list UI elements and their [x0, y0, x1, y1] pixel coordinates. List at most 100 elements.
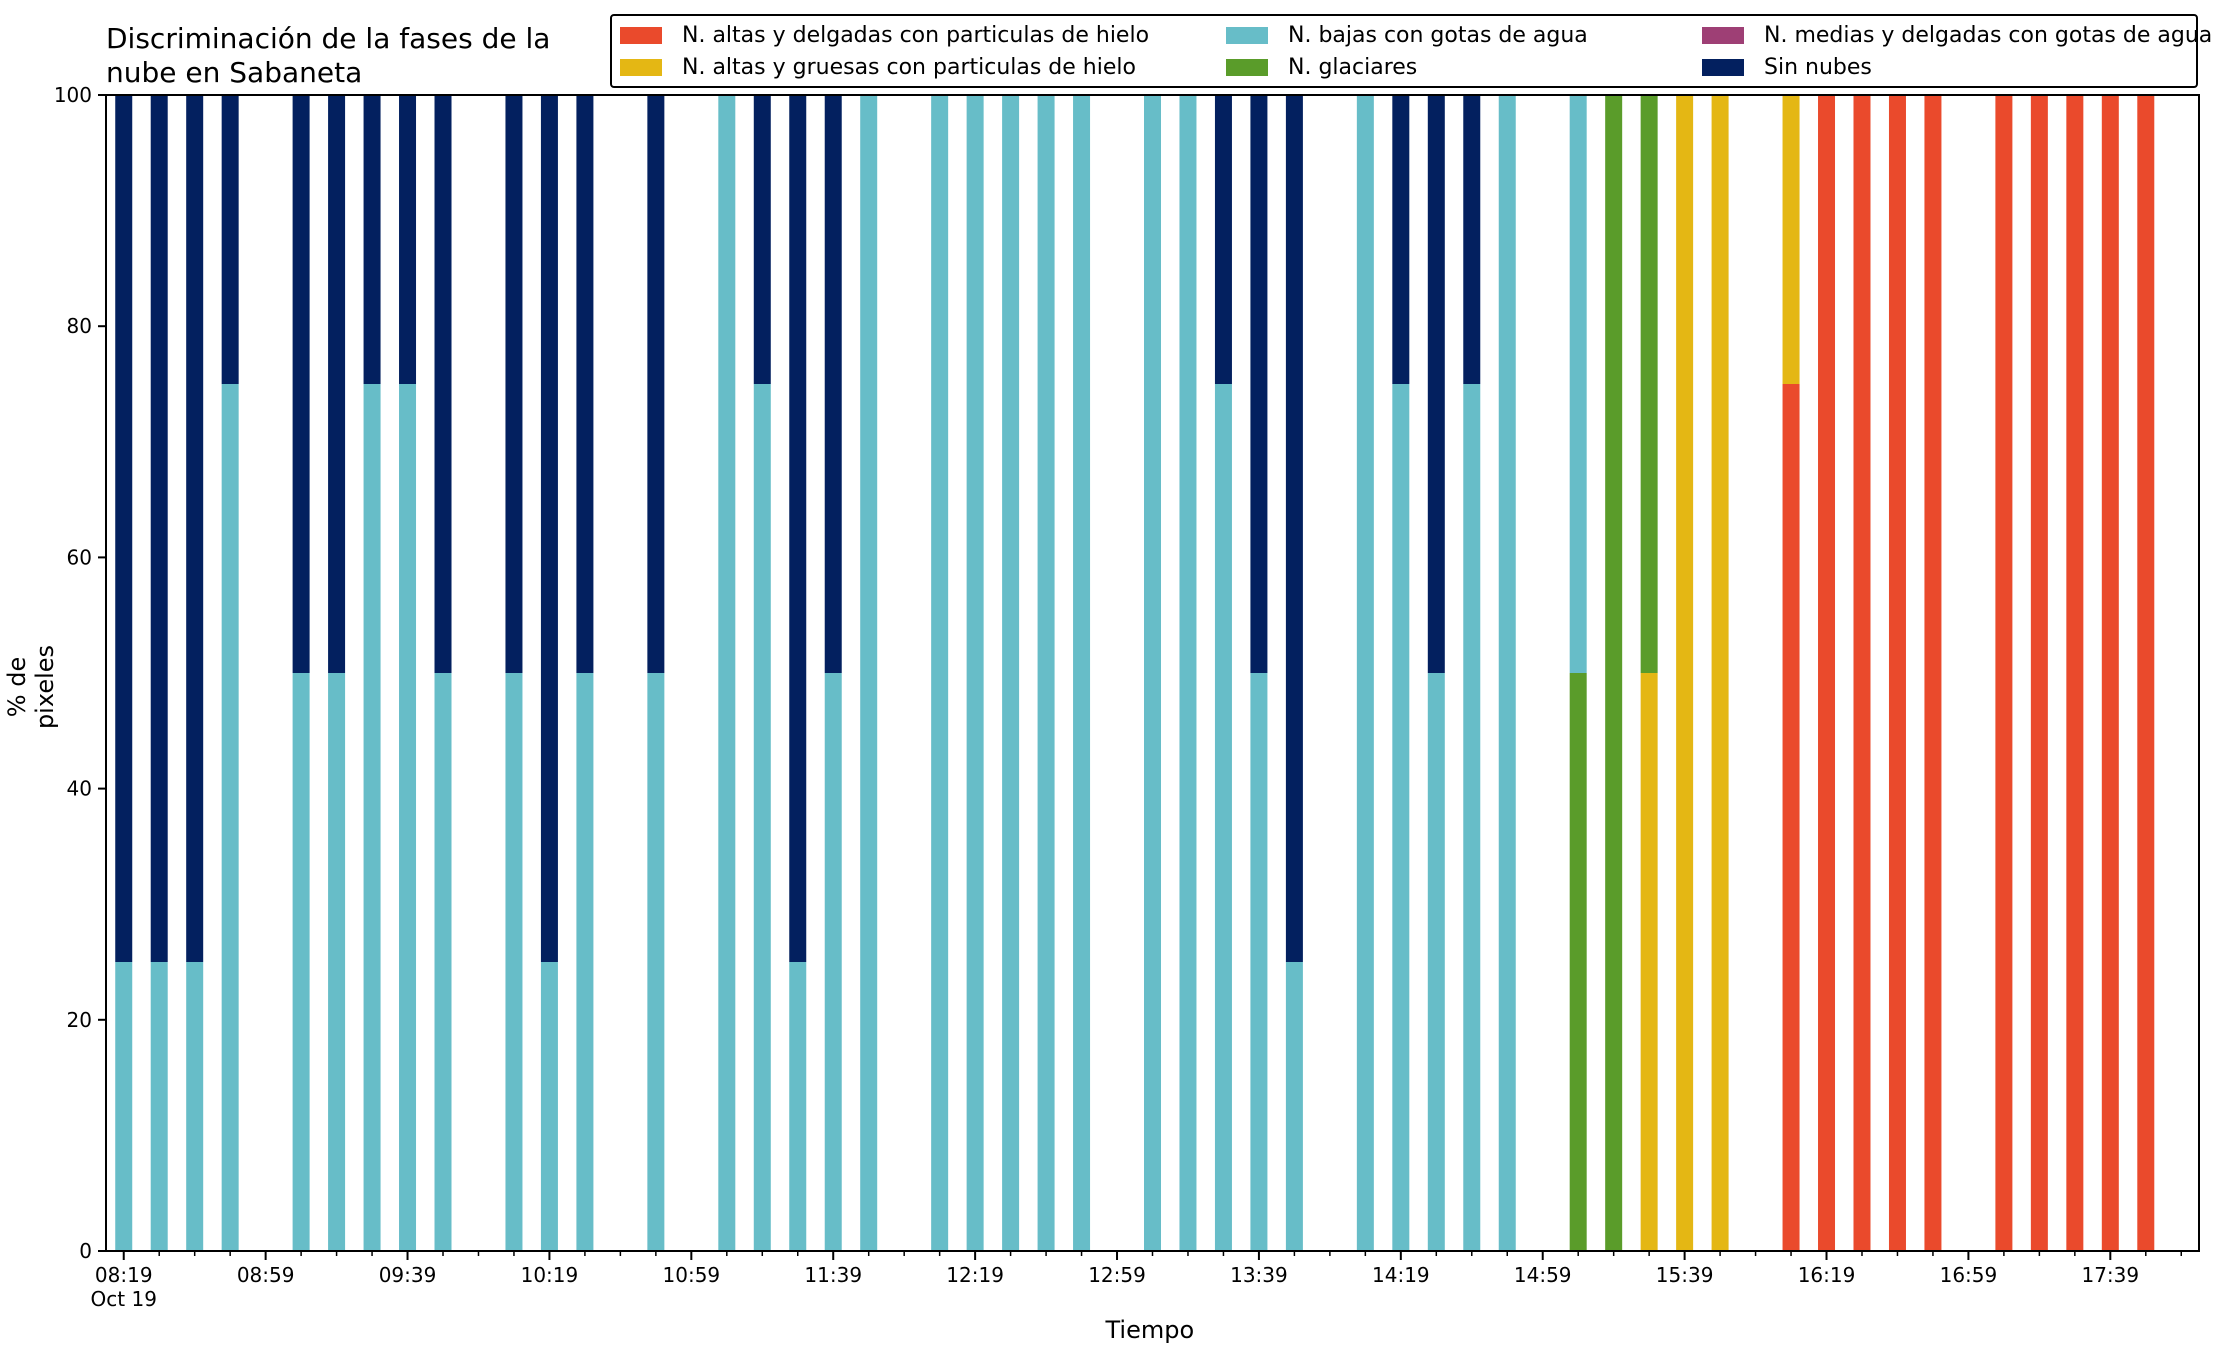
y-tick-label: 0: [79, 1239, 92, 1263]
bar-sin_nubes-4: [292, 95, 310, 673]
bar-glaciares-35: [1640, 95, 1658, 673]
bar-bajas-25: [1214, 384, 1232, 1251]
bar-bajas-33: [1569, 95, 1587, 673]
bar-sin_nubes-0: [115, 95, 133, 962]
bar-bajas-13: [718, 95, 736, 1251]
bar-altas_delgadas-42: [1924, 95, 1942, 1251]
bar-altas_delgadas-40: [1853, 95, 1871, 1251]
legend-label: N. medias y delgadas con gotas de agua: [1764, 22, 2213, 48]
y-axis-label: % de pixeles: [3, 644, 59, 730]
bar-sin_nubes-29: [1392, 95, 1410, 384]
bar-altas_gruesas-37: [1711, 95, 1729, 1251]
bar-bajas-19: [966, 95, 984, 1251]
legend-label: N. altas y gruesas con particulas de hie…: [682, 54, 1136, 80]
bar-bajas-1: [150, 962, 168, 1251]
bar-bajas-7: [399, 384, 417, 1251]
legend-item: N. glaciares: [1226, 50, 1417, 84]
legend-item: N. altas y delgadas con particulas de hi…: [620, 18, 1149, 52]
legend-item: N. altas y gruesas con particulas de hie…: [620, 50, 1136, 84]
y-tick-label: 40: [67, 777, 92, 801]
chart-title-line-2: nube en Sabaneta: [106, 56, 363, 89]
bar-altas_gruesas-38: [1782, 95, 1800, 384]
bar-sin_nubes-7: [399, 95, 417, 384]
bar-bajas-4: [292, 673, 310, 1251]
x-tick-label: 10:59: [663, 1263, 721, 1287]
legend-swatch: [620, 26, 662, 44]
bar-bajas-9: [505, 673, 523, 1251]
chart-title-line-1: Discriminación de la fases de la: [106, 22, 551, 55]
bar-sin_nubes-8: [434, 95, 452, 673]
legend-swatch: [1702, 26, 1744, 44]
x-tick-label: 16:19: [1798, 1263, 1856, 1287]
bar-sin_nubes-30: [1427, 95, 1445, 673]
bar-bajas-0: [115, 962, 133, 1251]
bar-bajas-12: [647, 673, 665, 1251]
bar-sin_nubes-10: [540, 95, 558, 962]
legend-label: N. glaciares: [1288, 54, 1418, 80]
x-tick-label: 09:39: [379, 1263, 437, 1287]
x-tick-sublabel: Oct 19: [91, 1287, 157, 1311]
y-tick-label: 60: [67, 545, 92, 569]
bar-bajas-21: [1037, 95, 1055, 1251]
legend-item: Sin nubes: [1702, 50, 1872, 84]
bar-bajas-18: [931, 95, 949, 1251]
x-tick-label: 12:19: [946, 1263, 1004, 1287]
bar-sin_nubes-16: [824, 95, 842, 673]
bar-sin_nubes-12: [647, 95, 665, 673]
bar-bajas-3: [221, 384, 239, 1251]
bar-altas_delgadas-43: [1995, 95, 2013, 1251]
bar-altas_gruesas-36: [1676, 95, 1694, 1251]
y-axis: 0 20 40 60 80 100: [54, 83, 106, 1263]
bar-sin_nubes-5: [328, 95, 346, 673]
y-tick-label: 80: [67, 314, 92, 338]
legend-swatch: [620, 58, 662, 76]
bar-sin_nubes-26: [1250, 95, 1268, 673]
x-tick-label: 12:59: [1088, 1263, 1146, 1287]
x-tick-label: 08:59: [237, 1263, 295, 1287]
bar-altas_delgadas-46: [2101, 95, 2119, 1251]
legend-swatch: [1226, 26, 1268, 44]
bar-sin_nubes-9: [505, 95, 523, 673]
legend-label: N. altas y delgadas con particulas de hi…: [682, 22, 1150, 48]
bar-sin_nubes-31: [1463, 95, 1481, 384]
bar-bajas-6: [363, 384, 381, 1251]
bar-bajas-31: [1463, 384, 1481, 1251]
legend-item: N. bajas con gotas de agua: [1226, 18, 1588, 52]
legend: N. altas y delgadas con particulas de hi…: [610, 14, 2212, 88]
bar-bajas-23: [1144, 95, 1161, 1251]
bar-altas_gruesas-35: [1640, 673, 1658, 1251]
legend-label: N. bajas con gotas de agua: [1288, 22, 1588, 48]
bar-altas_delgadas-47: [2137, 95, 2155, 1251]
bar-altas_delgadas-44: [2030, 95, 2048, 1251]
x-tick-label: 14:19: [1372, 1263, 1430, 1287]
x-tick-label: 11:39: [804, 1263, 862, 1287]
chart-title: Discriminación de la fases de la nube en…: [106, 22, 626, 90]
bar-bajas-2: [186, 962, 204, 1251]
bar-bajas-26: [1250, 673, 1268, 1251]
bars-layer: [115, 95, 2155, 1251]
bar-sin_nubes-3: [221, 95, 239, 384]
bar-sin_nubes-6: [363, 95, 381, 384]
bar-bajas-32: [1498, 95, 1516, 1251]
bar-bajas-28: [1356, 95, 1374, 1251]
bar-altas_delgadas-38: [1782, 384, 1800, 1251]
x-axis-label: Tiempo: [1105, 1316, 1195, 1344]
bar-bajas-11: [576, 673, 594, 1251]
bar-altas_delgadas-45: [2066, 95, 2084, 1251]
x-tick-label: 08:19: [95, 1263, 153, 1287]
bar-bajas-5: [328, 673, 346, 1251]
bar-bajas-20: [1002, 95, 1020, 1251]
bar-bajas-16: [824, 673, 842, 1251]
bar-bajas-29: [1392, 384, 1410, 1251]
legend-label: Sin nubes: [1764, 54, 1872, 80]
x-tick-label: 14:59: [1514, 1263, 1572, 1287]
y-tick-label: 100: [54, 83, 92, 107]
bar-bajas-15: [789, 962, 807, 1251]
bar-sin_nubes-15: [789, 95, 807, 962]
bar-sin_nubes-27: [1285, 95, 1303, 962]
bar-sin_nubes-2: [186, 95, 204, 962]
y-tick-label: 20: [67, 1008, 92, 1032]
x-tick-label: 15:39: [1656, 1263, 1714, 1287]
